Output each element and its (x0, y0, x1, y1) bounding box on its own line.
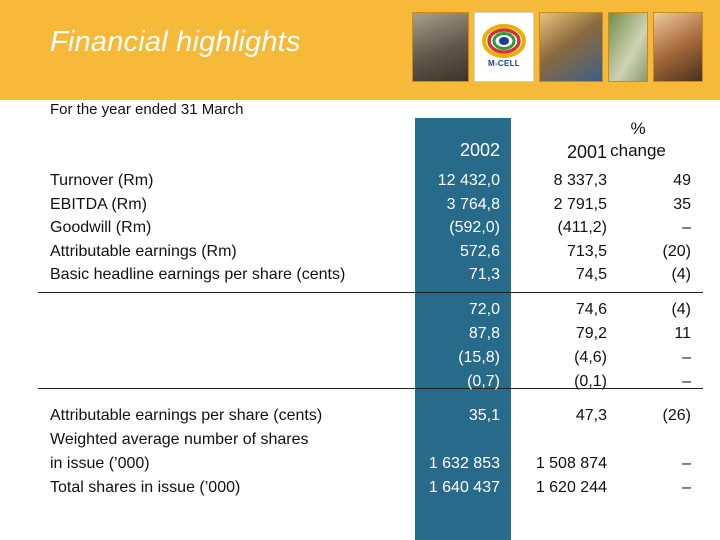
value-2002: 572,6 (459, 243, 500, 260)
value-change: (4) (671, 266, 691, 283)
value-change: – (682, 479, 691, 496)
value-change: (26) (662, 407, 691, 424)
column-header-2001: 2001 (566, 142, 607, 162)
value-2002: 12 432,0 (437, 172, 500, 189)
mcell-logo-icon (482, 24, 526, 58)
period-subtitle: For the year ended 31 March (50, 101, 244, 118)
row-label: Weighted average number of shares (50, 431, 309, 448)
photo-landscape (608, 12, 648, 82)
value-2001: (0,1) (574, 373, 607, 390)
value-2002: (0,7) (467, 373, 500, 390)
value-2002: 3 764,8 (446, 196, 500, 213)
value-change: – (682, 455, 691, 472)
value-2001: 1 508 874 (535, 455, 607, 472)
change-label: change (610, 141, 666, 160)
mcell-logo-text: M-CELL (487, 59, 520, 68)
row-label: in issue (’000) (50, 455, 150, 472)
value-2002: (15,8) (458, 349, 500, 366)
value-2001: 74,6 (575, 301, 607, 318)
value-2002: 1 632 853 (428, 455, 500, 472)
value-2001: 47,3 (575, 407, 607, 424)
column-header-2002: 2002 (459, 140, 500, 160)
value-2002: 72,0 (468, 301, 500, 318)
value-change: – (682, 373, 691, 390)
value-change: 35 (673, 196, 691, 213)
value-change: (4) (671, 301, 691, 318)
row-label: Total shares in issue (’000) (50, 479, 241, 496)
row-label-wireless: Wireless (50, 301, 112, 318)
row-label: Basic headline earnings per share (cents… (50, 266, 346, 283)
value-2001: 74,5 (575, 266, 607, 283)
photo-people-street (412, 12, 469, 82)
row-label: Attributable earnings (Rm) (50, 243, 237, 260)
row-label: Attributable earnings per share (cents) (50, 407, 323, 424)
value-2002: 1 640 437 (428, 479, 500, 496)
value-2001: (4,6) (574, 349, 607, 366)
photo-woman-phone (539, 12, 603, 82)
row-label-south-africa: South Africa (60, 325, 147, 342)
value-change: (20) (662, 243, 691, 260)
value-2001: 79,2 (575, 325, 607, 342)
value-change: 11 (674, 325, 691, 342)
row-label-satellite: Satellite (50, 373, 107, 390)
segment-divider-lines (38, 292, 703, 389)
value-2001: 2 791,5 (553, 196, 607, 213)
value-2001: 8 337,3 (553, 172, 607, 189)
page-title: Financial highlights (50, 26, 301, 58)
row-label: Turnover (Rm) (50, 172, 154, 189)
photo-portrait (653, 12, 703, 82)
value-2002: (592,0) (449, 219, 500, 236)
column-2002-highlight (415, 118, 511, 540)
value-change: – (682, 349, 691, 366)
value-2002: 87,8 (468, 325, 500, 342)
photo-strip: M-CELL (412, 12, 703, 82)
value-change: – (682, 219, 691, 236)
value-2001: 713,5 (566, 243, 607, 260)
value-change: 49 (673, 172, 691, 189)
value-2001: (411,2) (557, 219, 607, 236)
row-label: EBITDA (Rm) (50, 196, 147, 213)
row-label-rest-of-africa: Rest of Africa (60, 349, 156, 366)
column-header-percent-change: % change (583, 118, 693, 162)
mcell-logo-tile: M-CELL (474, 12, 534, 82)
value-2002: 35,1 (468, 407, 500, 424)
row-label: Goodwill (Rm) (50, 219, 152, 236)
percent-sign: % (630, 119, 646, 138)
value-2001: 1 620 244 (535, 479, 607, 496)
value-2002: 71,3 (468, 266, 500, 283)
